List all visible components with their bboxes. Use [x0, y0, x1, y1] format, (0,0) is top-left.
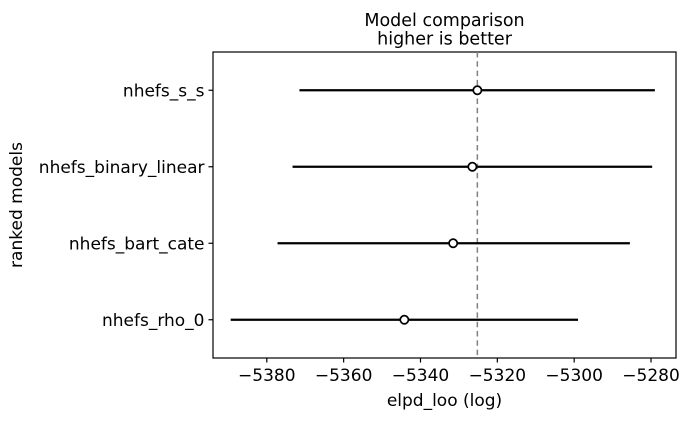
point-marker [472, 85, 483, 96]
x-tick-label: −5300 [545, 366, 603, 386]
x-tick-label: −5340 [392, 366, 450, 386]
y-axis-label: ranked models [7, 142, 27, 268]
plot-area: −5380 −5360 −5340 −5320 −5300 −5280 nhefs_s_sn… [39, 51, 680, 386]
y-tick-label: nhefs_s_s [123, 81, 205, 101]
y-tick-label: nhefs_bart_cate [69, 234, 205, 254]
y-tick-label: nhefs_binary_linear [39, 158, 205, 178]
x-axis-label: elpd_loo (log) [387, 391, 502, 411]
x-tick-label: −5320 [469, 366, 527, 386]
point-marker [448, 238, 459, 249]
chart-title-line1: Model comparison [364, 11, 524, 31]
chart-title-line2: higher is better [377, 30, 513, 50]
point-marker [399, 314, 410, 325]
x-tick-label: −5380 [238, 366, 296, 386]
x-tick-label: −5360 [315, 366, 373, 386]
plot-frame [212, 51, 677, 359]
point-marker [467, 161, 478, 172]
x-tick-label: −5280 [622, 366, 680, 386]
y-tick-label: nhefs_rho_0 [102, 311, 205, 331]
